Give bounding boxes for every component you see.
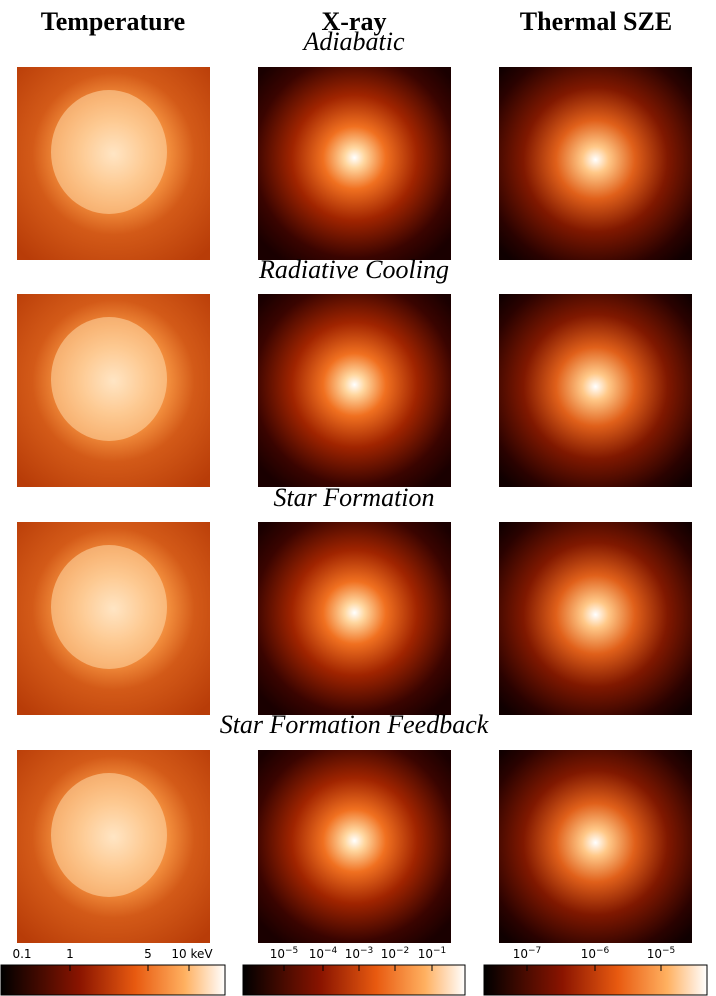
tick-exponent: −4 [324,946,338,956]
tick-base: 10 [345,947,360,961]
colorbar-tick-label: 0.1 [12,947,31,961]
tick-exponent: −2 [396,946,409,956]
colorbar-tick-label: 10−3 [345,946,374,961]
tick-base: 10 keV [171,947,213,961]
tick-base: 0.1 [12,947,31,961]
tick-base: 10 [647,947,662,961]
column-header: Thermal SZE [520,7,672,36]
hot-core [51,773,167,897]
hot-core [51,90,167,214]
colorbar-tick-label: 10−5 [270,946,299,961]
colorbar-tick-label: 10−2 [381,946,410,961]
tick-base: 10 [513,947,528,961]
tick-base: 1 [66,947,74,961]
column-header: X-ray [322,7,387,36]
colorbar-tick-label: 10−1 [418,946,447,961]
map-panel [258,294,451,487]
colorbar [0,964,226,996]
tick-base: 10 [270,947,285,961]
column-header: Temperature [41,7,185,36]
colorbar-tick-label: 10 keV [171,947,213,961]
colorbar-tick-label: 10−4 [309,946,338,961]
tick-exponent: −1 [433,946,446,956]
tick-base: 10 [581,947,596,961]
row-label: Adiabatic [301,27,405,56]
map-panel [258,750,451,943]
tick-exponent: −7 [528,946,541,956]
map-panel [499,750,692,943]
row-label: Star Formation [273,483,434,512]
colorbar [242,964,466,996]
tick-base: 10 [418,947,433,961]
colorbar-tick-label: 10−6 [581,946,610,961]
hot-core [51,545,167,669]
tick-exponent: −5 [285,946,298,956]
tick-exponent: −5 [662,946,675,956]
colorbar-tick-label: 1 [66,947,74,961]
colorbar-tick-label: 5 [144,947,152,961]
row-label: Star Formation Feedback [220,710,489,739]
tick-exponent: −6 [596,946,610,956]
hot-core [51,317,167,441]
colorbar-tick-label: 10−5 [647,946,676,961]
tick-base: 10 [309,947,324,961]
map-panel [258,67,451,260]
tick-base: 5 [144,947,152,961]
map-panel [499,294,692,487]
row-label: Radiative Cooling [258,255,449,284]
map-panel [499,522,692,715]
tick-exponent: −3 [360,946,373,956]
tick-base: 10 [381,947,396,961]
map-panel [499,67,692,260]
map-panel [258,522,451,715]
colorbar-tick-label: 10−7 [513,946,542,961]
